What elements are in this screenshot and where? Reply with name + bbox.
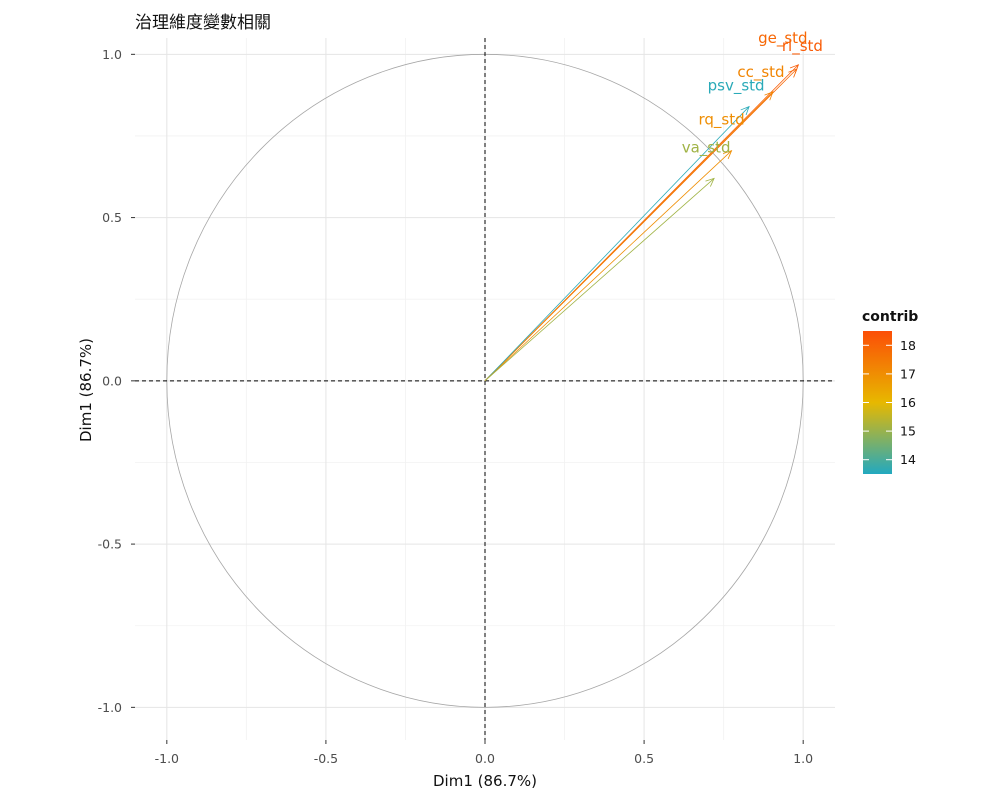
variable-label-rl_std: rl_std <box>782 37 823 56</box>
y-tick-label: 0.0 <box>102 373 122 388</box>
arrow-psv_std <box>484 105 750 382</box>
x-tick-label: 0.5 <box>634 751 654 766</box>
y-tick-label: 0.5 <box>102 210 122 225</box>
y-axis-title: Dim1 (86.7%) <box>77 338 95 442</box>
chart-title: 治理維度變數相關 <box>135 13 271 33</box>
arrow-va_std <box>484 177 715 382</box>
legend-tick-label: 14 <box>900 452 916 467</box>
arrow-head <box>764 91 774 101</box>
variable-label-va_std: va_std <box>682 138 731 157</box>
arrow-shaft <box>484 150 732 382</box>
x-tick-label: 1.0 <box>793 751 813 766</box>
x-tick-label: -0.5 <box>314 751 338 766</box>
arrow-cc_std <box>484 91 774 382</box>
arrow-head <box>705 177 715 187</box>
variable-label-rq_std: rq_std <box>699 111 745 130</box>
x-axis-ticks: -1.0 -0.5 0.0 0.5 1.0 <box>155 740 813 766</box>
variable-label-ge_std: ge_std <box>758 29 807 48</box>
legend-ticks: 14 15 16 17 18 <box>863 338 916 467</box>
x-tick-label: -1.0 <box>155 751 179 766</box>
arrow-shaft <box>484 106 750 382</box>
legend-tick-label: 17 <box>900 366 916 381</box>
arrow-shaft <box>484 91 774 382</box>
variable-arrows <box>484 64 800 382</box>
arrow-head <box>722 149 733 160</box>
variable-label-cc_std: cc_std <box>737 63 784 82</box>
arrow-head <box>740 105 750 116</box>
y-tick-label: -0.5 <box>98 537 122 552</box>
arrow-head <box>788 68 798 78</box>
y-tick-label: 1.0 <box>102 47 122 62</box>
arrow-shaft <box>484 178 715 382</box>
contrib-legend: contrib 14 15 16 17 18 <box>862 309 918 474</box>
legend-title: contrib <box>862 309 918 325</box>
x-tick-label: 0.0 <box>475 751 495 766</box>
legend-tick-label: 15 <box>900 424 916 439</box>
x-axis-title: Dim1 (86.7%) <box>433 772 537 790</box>
legend-tick-label: 18 <box>900 338 916 353</box>
variable-label-psv_std: psv_std <box>708 77 765 96</box>
arrow-rq_std <box>484 149 733 382</box>
y-tick-label: -1.0 <box>98 700 122 715</box>
legend-tick-label: 16 <box>900 395 916 410</box>
y-axis-ticks: -1.0 -0.5 0.0 0.5 1.0 <box>98 47 135 715</box>
